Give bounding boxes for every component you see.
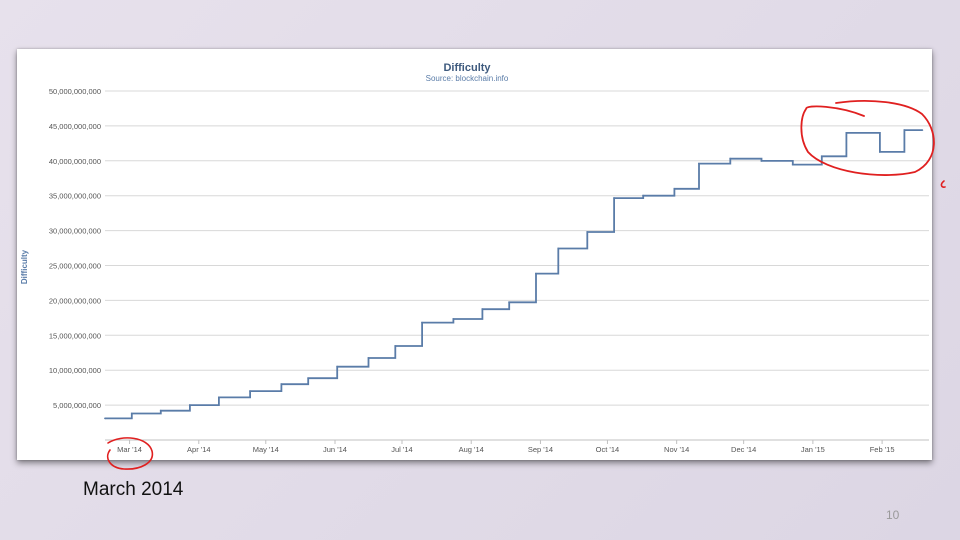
data-point — [642, 194, 645, 197]
x-axis-ticks: Mar '14 Apr '14 May '14 Jun '14 Jul '14 Aug '… — [117, 440, 895, 454]
data-point — [104, 417, 106, 420]
x-tick-label: Mar '14 — [117, 445, 142, 454]
x-tick-label: May '14 — [253, 445, 279, 454]
data-point — [878, 151, 881, 153]
data-point — [452, 318, 455, 320]
y-tick-label: 25,000,000,000 — [49, 262, 101, 271]
data-point — [159, 409, 162, 412]
annotation-tick-mark — [940, 180, 946, 188]
x-tick-label: Oct '14 — [596, 445, 620, 454]
data-point — [249, 390, 252, 393]
y-tick-label: 20,000,000,000 — [49, 296, 101, 305]
data-point — [698, 162, 700, 165]
data-point — [791, 163, 794, 166]
chart-subtitle: Source: blockchain.info — [426, 74, 509, 83]
x-tick-label: Dec '14 — [731, 445, 756, 454]
data-point — [921, 129, 924, 131]
slide-number: 10 — [886, 508, 900, 522]
data-point — [557, 247, 560, 250]
grid-lines — [105, 90, 929, 441]
x-tick-label: Jul '14 — [391, 445, 412, 454]
x-tick-label: Aug '14 — [459, 445, 484, 454]
y-tick-label: 50,000,000,000 — [49, 87, 101, 96]
data-point — [481, 308, 484, 311]
data-point — [729, 157, 732, 160]
data-point — [508, 301, 511, 304]
x-tick-label: Apr '14 — [187, 445, 211, 454]
difficulty-chart: Difficulty Source: blockchain.info Diffi… — [17, 49, 932, 460]
x-tick-label: Sep '14 — [528, 445, 553, 454]
data-point — [586, 231, 589, 233]
data-point — [217, 396, 220, 399]
data-point — [903, 129, 906, 131]
data-point — [280, 383, 283, 386]
y-tick-label: 35,000,000,000 — [49, 192, 101, 201]
x-tick-label: Jan '15 — [801, 445, 825, 454]
data-point — [307, 377, 310, 380]
series-line — [105, 129, 923, 420]
y-tick-label: 5,000,000,000 — [53, 401, 101, 410]
data-point — [535, 272, 537, 275]
data-point — [845, 131, 848, 134]
y-axis-label: Difficulty — [20, 249, 29, 284]
y-tick-label: 45,000,000,000 — [49, 122, 101, 131]
x-tick-label: Nov '14 — [664, 445, 689, 454]
data-point — [188, 404, 191, 406]
data-point — [367, 357, 370, 359]
series-layer — [104, 129, 924, 420]
data-point — [673, 187, 676, 190]
y-tick-label: 15,000,000,000 — [49, 331, 101, 340]
difficulty-chart-svg: Difficulty Source: blockchain.info Diffi… — [20, 62, 929, 454]
data-point — [760, 159, 763, 162]
x-tick-label: Jun '14 — [323, 445, 347, 454]
y-tick-label: 40,000,000,000 — [49, 157, 101, 166]
chart-title: Difficulty — [443, 62, 491, 74]
data-point — [820, 155, 823, 158]
data-point — [421, 321, 423, 324]
slide-caption: March 2014 — [83, 479, 184, 500]
data-point — [613, 197, 616, 199]
data-point — [336, 365, 339, 368]
x-tick-label: Feb '15 — [870, 445, 895, 454]
y-tick-label: 30,000,000,000 — [49, 227, 101, 236]
y-tick-label: 10,000,000,000 — [49, 366, 101, 375]
data-point — [394, 345, 397, 347]
data-point — [130, 412, 133, 415]
y-axis-ticks: 5,000,000,000 10,000,000,000 15,000,000,00… — [49, 87, 101, 410]
